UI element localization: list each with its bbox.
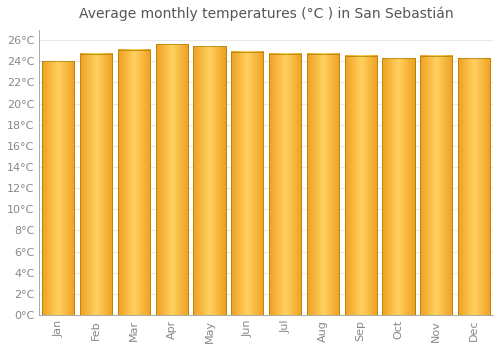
Bar (307, 54, 339, 315)
Title: Average monthly temperatures (°C ) in San Sebastián: Average monthly temperatures (°C ) in Sa… (79, 7, 454, 21)
Bar (307, 54, 339, 315)
Bar (458, 58, 490, 315)
Bar (382, 58, 414, 315)
Bar (118, 50, 150, 315)
Bar (156, 44, 188, 315)
Bar (420, 56, 452, 315)
Bar (269, 54, 301, 315)
Bar (382, 58, 414, 315)
Bar (344, 56, 377, 315)
Bar (231, 52, 264, 315)
Bar (269, 54, 301, 315)
Bar (42, 61, 74, 315)
Bar (80, 54, 112, 315)
Bar (344, 56, 377, 315)
Bar (156, 44, 188, 315)
Bar (458, 58, 490, 315)
Bar (420, 56, 452, 315)
Bar (231, 52, 264, 315)
Bar (194, 47, 226, 315)
Bar (118, 50, 150, 315)
Bar (80, 54, 112, 315)
Bar (42, 61, 74, 315)
Bar (194, 47, 226, 315)
